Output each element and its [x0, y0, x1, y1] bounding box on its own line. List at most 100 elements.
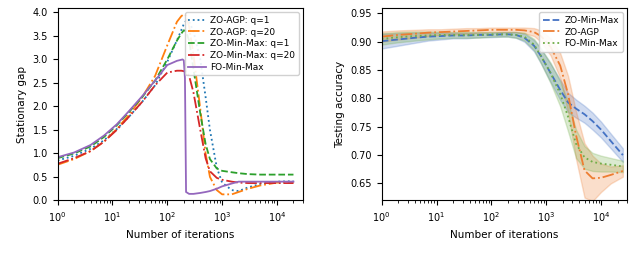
ZO-AGP: q=20: (180, 3.92): q=20: (180, 3.92): [177, 15, 185, 18]
ZO-Min-Max: q=20: (300, 2.3): q=20: (300, 2.3): [189, 91, 197, 94]
FO-Min-Max: [556, 92, 564, 95]
ZO-AGP: [572, 134, 580, 137]
ZO-AGP: [607, 173, 614, 177]
ZO-Min-Max: q=1: (600, 0.88): q=1: (600, 0.88): [206, 158, 214, 161]
FO-Min-Max: [163, 63, 171, 67]
FO-Min-Max: [619, 165, 627, 168]
ZO-AGP: q=1: (1e+04, 0.4): q=1: (1e+04, 0.4): [273, 180, 281, 183]
ZO-Min-Max: q=1: (4, 1.15): q=1: (4, 1.15): [87, 145, 95, 148]
ZO-Min-Max: [580, 113, 588, 116]
ZO-AGP: [547, 45, 554, 48]
ZO-AGP: q=20: (200, 3.96): q=20: (200, 3.96): [180, 13, 188, 16]
FO-Min-Max: [151, 79, 159, 82]
ZO-Min-Max: q=20: (12, 1.5): q=20: (12, 1.5): [113, 128, 120, 132]
ZO-AGP: q=1: (200, 3.75): q=1: (200, 3.75): [180, 23, 188, 26]
ZO-Min-Max: [556, 88, 564, 91]
ZO-AGP: q=20: (60, 2.65): q=20: (60, 2.65): [151, 74, 159, 77]
ZO-Min-Max: q=1: (7, 1.35): q=1: (7, 1.35): [100, 135, 108, 139]
FO-Min-Max: [512, 33, 520, 36]
FO-Min-Max: [520, 35, 528, 38]
ZO-AGP: q=1: (60, 2.45): q=1: (60, 2.45): [151, 84, 159, 87]
Legend: ZO-Min-Max, ZO-AGP, FO-Min-Max: ZO-Min-Max, ZO-AGP, FO-Min-Max: [539, 12, 623, 52]
FO-Min-Max: [179, 58, 186, 61]
ZO-Min-Max: q=1: (250, 3.4): q=1: (250, 3.4): [185, 39, 193, 42]
ZO-AGP: q=1: (2e+04, 0.41): q=1: (2e+04, 0.41): [290, 180, 298, 183]
ZO-Min-Max: q=20: (4, 1.05): q=20: (4, 1.05): [87, 150, 95, 153]
ZO-AGP: q=20: (1.5e+03, 0.13): q=20: (1.5e+03, 0.13): [228, 193, 236, 196]
ZO-AGP: [530, 31, 538, 34]
ZO-Min-Max: [619, 154, 627, 157]
FO-Min-Max: [218, 185, 226, 188]
ZO-AGP: [449, 30, 457, 33]
ZO-Min-Max: [504, 33, 512, 36]
FO-Min-Max: [476, 33, 483, 36]
ZO-Min-Max: q=20: (2e+04, 0.37): q=20: (2e+04, 0.37): [290, 181, 298, 185]
ZO-Min-Max: [424, 35, 432, 38]
ZO-Min-Max: q=20: (7, 1.25): q=20: (7, 1.25): [100, 140, 108, 143]
ZO-Min-Max: q=20: (20, 1.78): q=20: (20, 1.78): [125, 115, 132, 118]
FO-Min-Max: [196, 191, 204, 195]
ZO-AGP: q=1: (20, 1.78): q=1: (20, 1.78): [125, 115, 132, 118]
ZO-Min-Max: q=20: (220, 2.74): q=20: (220, 2.74): [182, 70, 190, 73]
FO-Min-Max: [113, 123, 120, 126]
ZO-AGP: [556, 64, 564, 67]
ZO-Min-Max: [547, 71, 554, 75]
ZO-Min-Max: q=20: (2, 0.9): q=20: (2, 0.9): [70, 157, 78, 160]
ZO-Min-Max: q=1: (2, 1): q=1: (2, 1): [70, 152, 78, 155]
FO-Min-Max: [125, 109, 132, 113]
ZO-Min-Max: [607, 139, 614, 142]
FO-Min-Max: [437, 33, 445, 36]
FO-Min-Max: [70, 151, 78, 154]
FO-Min-Max: [504, 33, 512, 36]
FO-Min-Max: [100, 134, 108, 137]
FO-Min-Max: [87, 143, 95, 146]
ZO-Min-Max: q=1: (35, 2.2): q=1: (35, 2.2): [138, 96, 146, 99]
ZO-Min-Max: q=20: (3e+03, 0.37): q=20: (3e+03, 0.37): [244, 181, 252, 185]
ZO-AGP: q=20: (4, 1.05): q=20: (4, 1.05): [87, 150, 95, 153]
ZO-AGP: q=1: (160, 3.48): q=1: (160, 3.48): [175, 35, 182, 38]
ZO-Min-Max: q=1: (1, 0.9): q=1: (1, 0.9): [54, 157, 61, 160]
Line: ZO-AGP: q=20: ZO-AGP: q=20: [58, 14, 294, 194]
ZO-AGP: q=1: (100, 2.95): q=1: (100, 2.95): [163, 60, 171, 63]
ZO-Min-Max: q=1: (100, 3): q=1: (100, 3): [163, 58, 171, 61]
ZO-Min-Max: q=1: (3e+03, 0.56): q=1: (3e+03, 0.56): [244, 173, 252, 176]
ZO-Min-Max: [572, 107, 580, 110]
ZO-Min-Max: q=20: (600, 0.62): q=20: (600, 0.62): [206, 170, 214, 173]
ZO-Min-Max: q=20: (200, 2.75): q=20: (200, 2.75): [180, 70, 188, 73]
ZO-AGP: [499, 28, 506, 31]
Line: ZO-AGP: q=1: ZO-AGP: q=1: [58, 21, 294, 191]
ZO-Min-Max: q=20: (100, 2.72): q=20: (100, 2.72): [163, 71, 171, 74]
X-axis label: Number of iterations: Number of iterations: [451, 230, 559, 240]
X-axis label: Number of iterations: Number of iterations: [126, 230, 234, 240]
ZO-Min-Max: q=1: (800, 0.68): q=1: (800, 0.68): [213, 167, 221, 170]
ZO-AGP: q=20: (2e+03, 0.18): q=20: (2e+03, 0.18): [235, 190, 243, 194]
FO-Min-Max: [499, 33, 506, 36]
ZO-Min-Max: [488, 33, 495, 36]
ZO-Min-Max: [530, 44, 538, 47]
FO-Min-Max: [572, 142, 580, 145]
ZO-Min-Max: q=20: (1, 0.78): q=20: (1, 0.78): [54, 162, 61, 165]
ZO-Min-Max: q=1: (1.5e+03, 0.6): q=1: (1.5e+03, 0.6): [228, 171, 236, 174]
ZO-Min-Max: q=20: (2e+03, 0.38): q=20: (2e+03, 0.38): [235, 181, 243, 184]
ZO-AGP: q=1: (1, 0.85): q=1: (1, 0.85): [54, 159, 61, 162]
ZO-Min-Max: q=20: (150, 2.76): q=20: (150, 2.76): [173, 69, 180, 72]
ZO-Min-Max: [499, 33, 506, 36]
ZO-Min-Max: q=20: (500, 0.9): q=20: (500, 0.9): [202, 157, 209, 160]
ZO-AGP: q=20: (600, 0.5): q=20: (600, 0.5): [206, 176, 214, 179]
ZO-Min-Max: q=20: (1e+03, 0.44): q=20: (1e+03, 0.44): [218, 178, 226, 181]
ZO-AGP: q=20: (1, 0.76): q=20: (1, 0.76): [54, 163, 61, 166]
ZO-Min-Max: [378, 40, 385, 43]
ZO-AGP: q=1: (500, 2.2): q=1: (500, 2.2): [202, 96, 209, 99]
ZO-AGP: [597, 176, 605, 179]
ZO-Min-Max: q=20: (1.5e+03, 0.4): q=20: (1.5e+03, 0.4): [228, 180, 236, 183]
ZO-AGP: [537, 34, 545, 38]
ZO-AGP: [580, 169, 588, 172]
ZO-Min-Max: q=1: (200, 3.62): q=1: (200, 3.62): [180, 29, 188, 32]
Line: FO-Min-Max: FO-Min-Max: [58, 59, 294, 194]
ZO-AGP: [476, 29, 483, 32]
FO-Min-Max: [607, 163, 614, 166]
ZO-Min-Max: [437, 34, 445, 38]
ZO-AGP: q=1: (1.5e+03, 0.22): q=1: (1.5e+03, 0.22): [228, 189, 236, 192]
ZO-AGP: q=20: (1e+03, 0.13): q=20: (1e+03, 0.13): [218, 193, 226, 196]
FO-Min-Max: [228, 182, 236, 185]
